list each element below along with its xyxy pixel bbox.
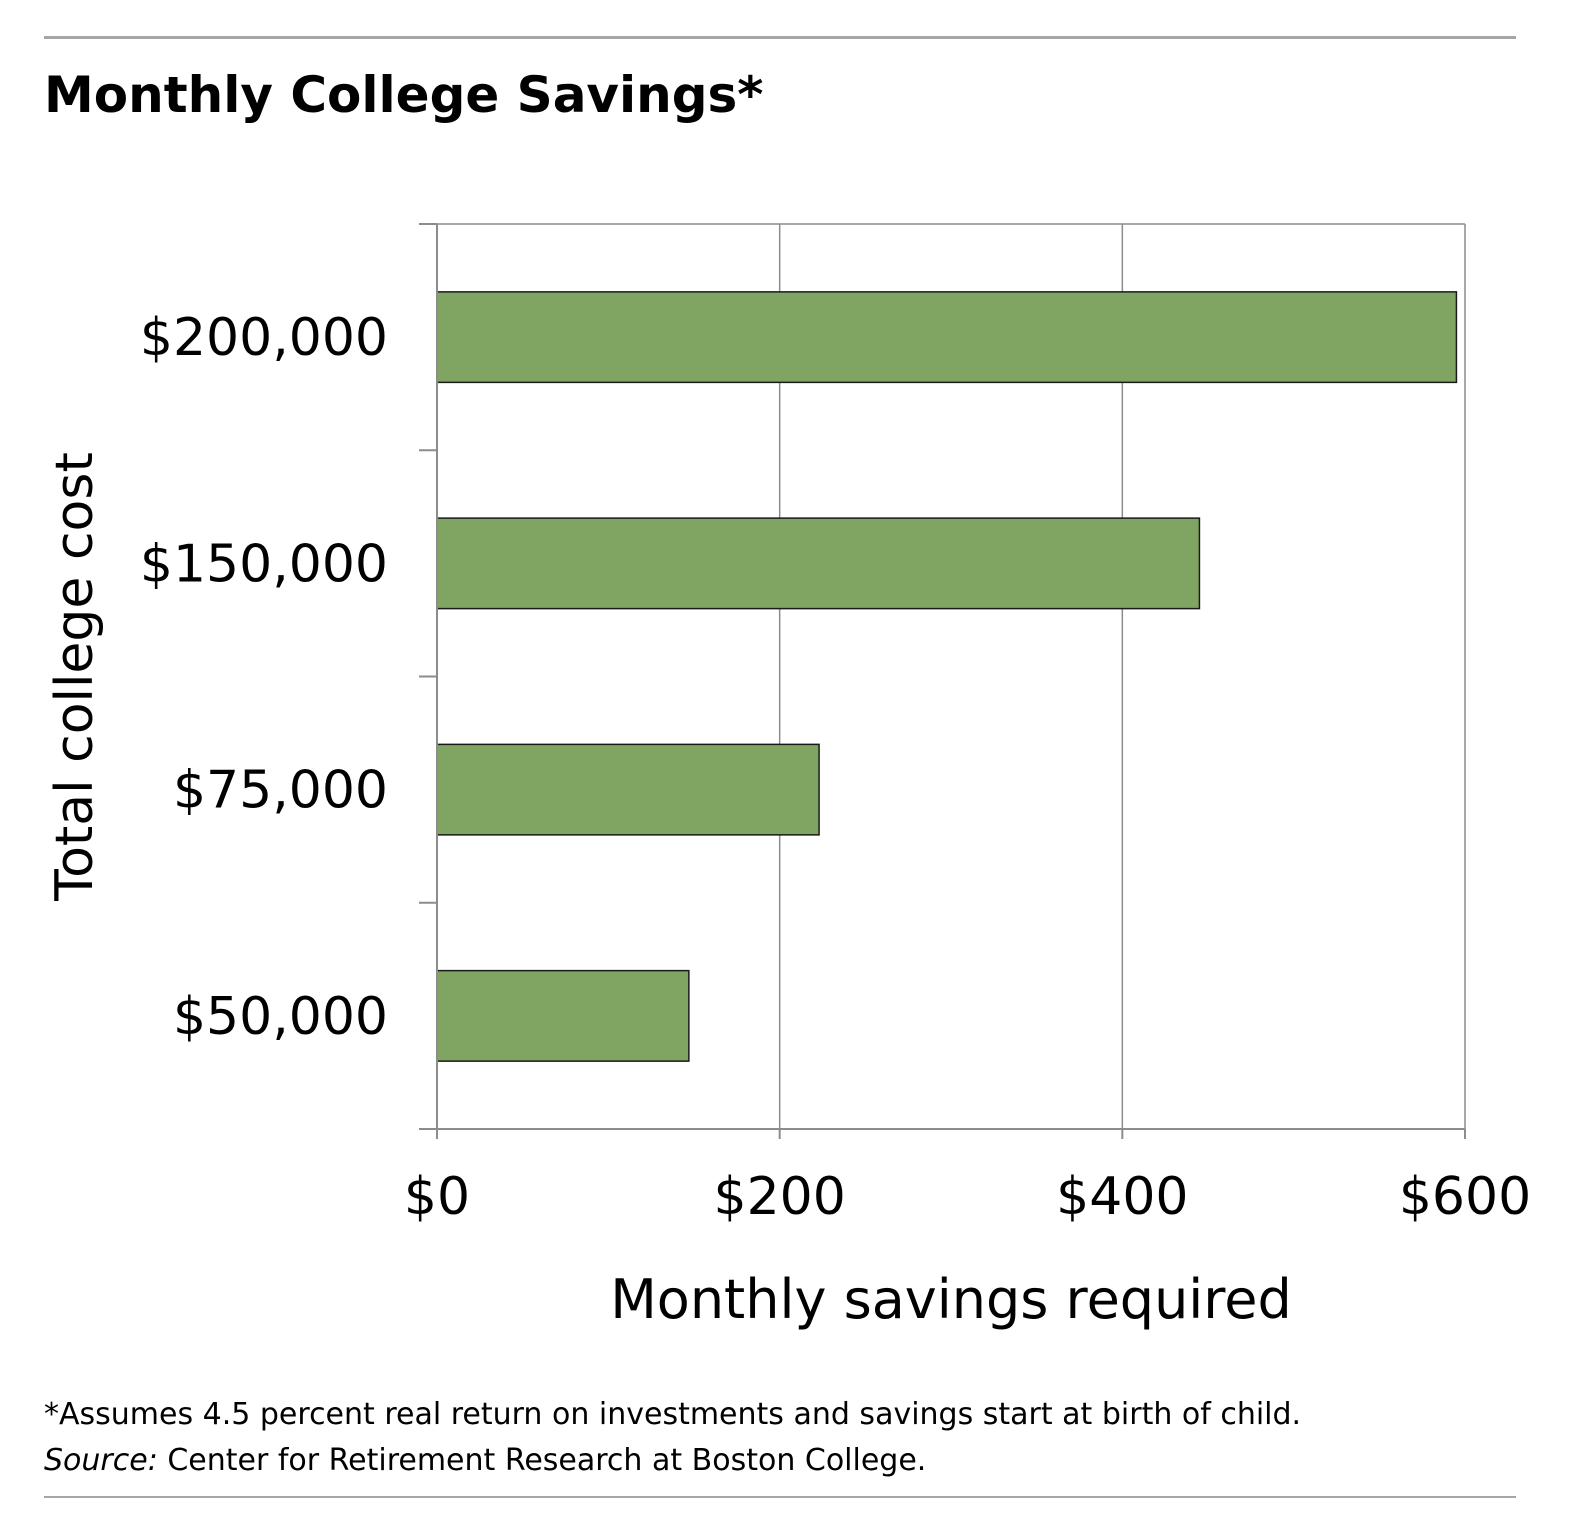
y-axis-label: Total college cost (45, 452, 105, 902)
source-label: Source: (44, 1443, 158, 1478)
x-axis-label: Monthly savings required (610, 1268, 1292, 1331)
x-tick-label-400: $400 (1056, 1167, 1188, 1227)
x-tick-label-0: $0 (404, 1167, 470, 1227)
tick-labels: $200,000 $150,000 $75,000 $50,000 $0 $200 $400… (140, 308, 1531, 1227)
footnote-note: *Assumes 4.5 percent real return on inve… (44, 1392, 1301, 1438)
bar-2 (437, 744, 819, 835)
y-tick-label-3: $50,000 (173, 987, 388, 1047)
bar-1 (437, 518, 1199, 609)
footnote: *Assumes 4.5 percent real return on inve… (44, 1392, 1301, 1484)
source-text: Center for Retirement Research at Boston… (158, 1443, 927, 1478)
bar-3 (437, 971, 689, 1062)
y-tick-label-1: $150,000 (140, 534, 388, 594)
y-tick-label-0: $200,000 (140, 308, 388, 368)
y-tick-label-2: $75,000 (173, 761, 388, 821)
bars (437, 292, 1456, 1061)
footnote-source: Source: Center for Retirement Research a… (44, 1438, 1301, 1484)
x-tick-label-600: $600 (1399, 1167, 1531, 1227)
bar-0 (437, 292, 1456, 383)
x-tick-label-200: $200 (713, 1167, 845, 1227)
bottom-rule (44, 1496, 1516, 1498)
